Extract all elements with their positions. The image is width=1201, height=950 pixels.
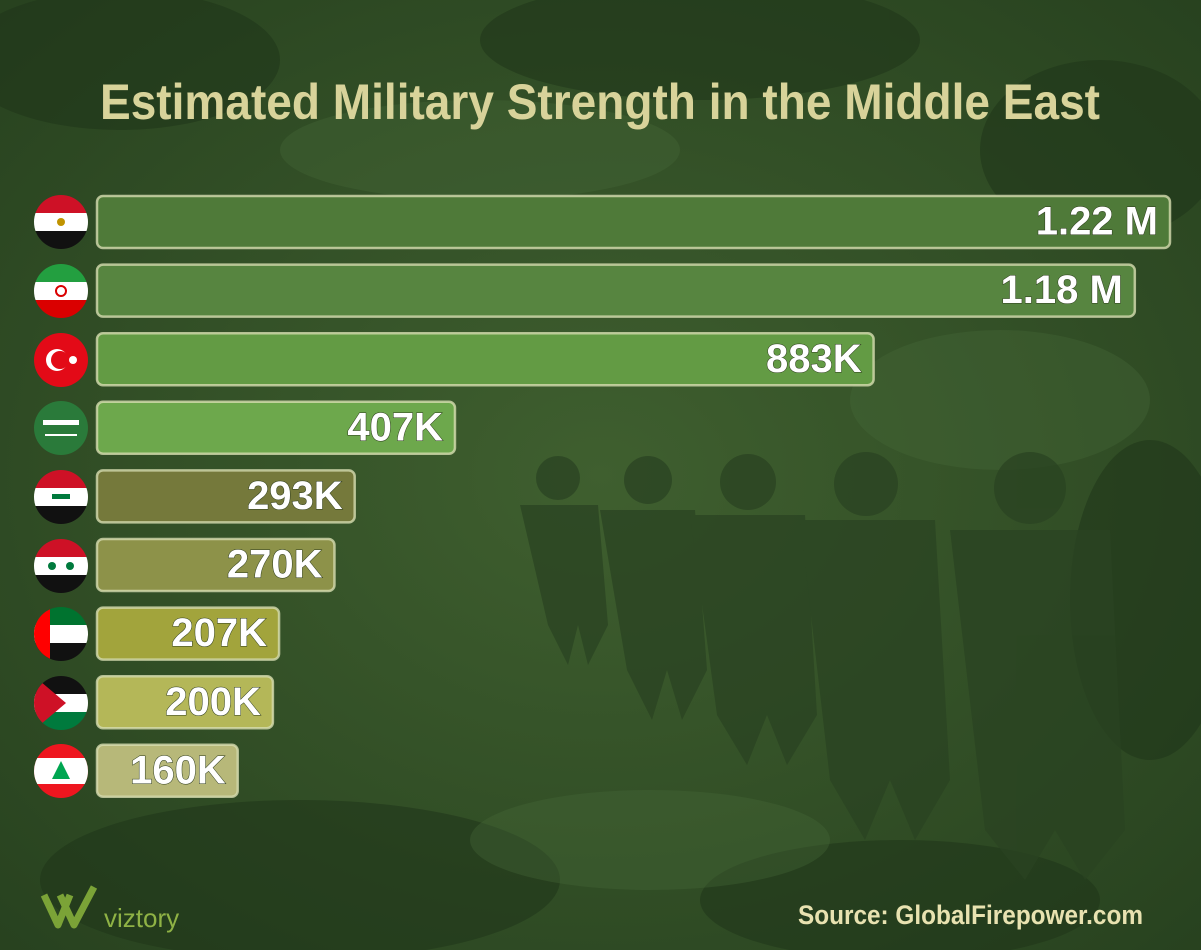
flag (34, 539, 88, 593)
value-label: 293K (247, 474, 343, 518)
bar (95, 537, 336, 593)
chart-title: Estimated Military Strength in the Middl… (100, 74, 1100, 130)
flag (34, 676, 88, 730)
flag (34, 195, 88, 249)
logo-text: viztory (104, 903, 179, 933)
flag (34, 264, 88, 318)
camouflage-light (280, 100, 1150, 890)
flag (34, 607, 88, 661)
value-label: 883K (766, 337, 862, 381)
value-label: 407K (347, 405, 443, 449)
bar (95, 674, 275, 730)
bar (95, 400, 457, 456)
flag (34, 744, 88, 798)
source: Source: GlobalFirepower.com (798, 900, 1143, 930)
value-label: 1.18 M (1001, 268, 1123, 312)
value-label: 1.22 M (1036, 200, 1158, 244)
bar (95, 263, 1137, 318)
flag (34, 401, 88, 455)
logo: viztory (40, 885, 179, 933)
value-label: 207K (171, 611, 267, 655)
value-label: 160K (130, 748, 226, 792)
bar (95, 743, 239, 799)
value-label: 200K (165, 680, 261, 724)
bar (95, 331, 875, 387)
bar (95, 194, 1172, 250)
soldier-silhouettes (520, 452, 1125, 880)
flag (34, 333, 88, 387)
value-label: 270K (227, 543, 323, 587)
bar (95, 606, 281, 661)
bar (95, 469, 356, 524)
flags (34, 195, 88, 798)
logo-mark (40, 885, 98, 929)
flag (34, 470, 88, 524)
